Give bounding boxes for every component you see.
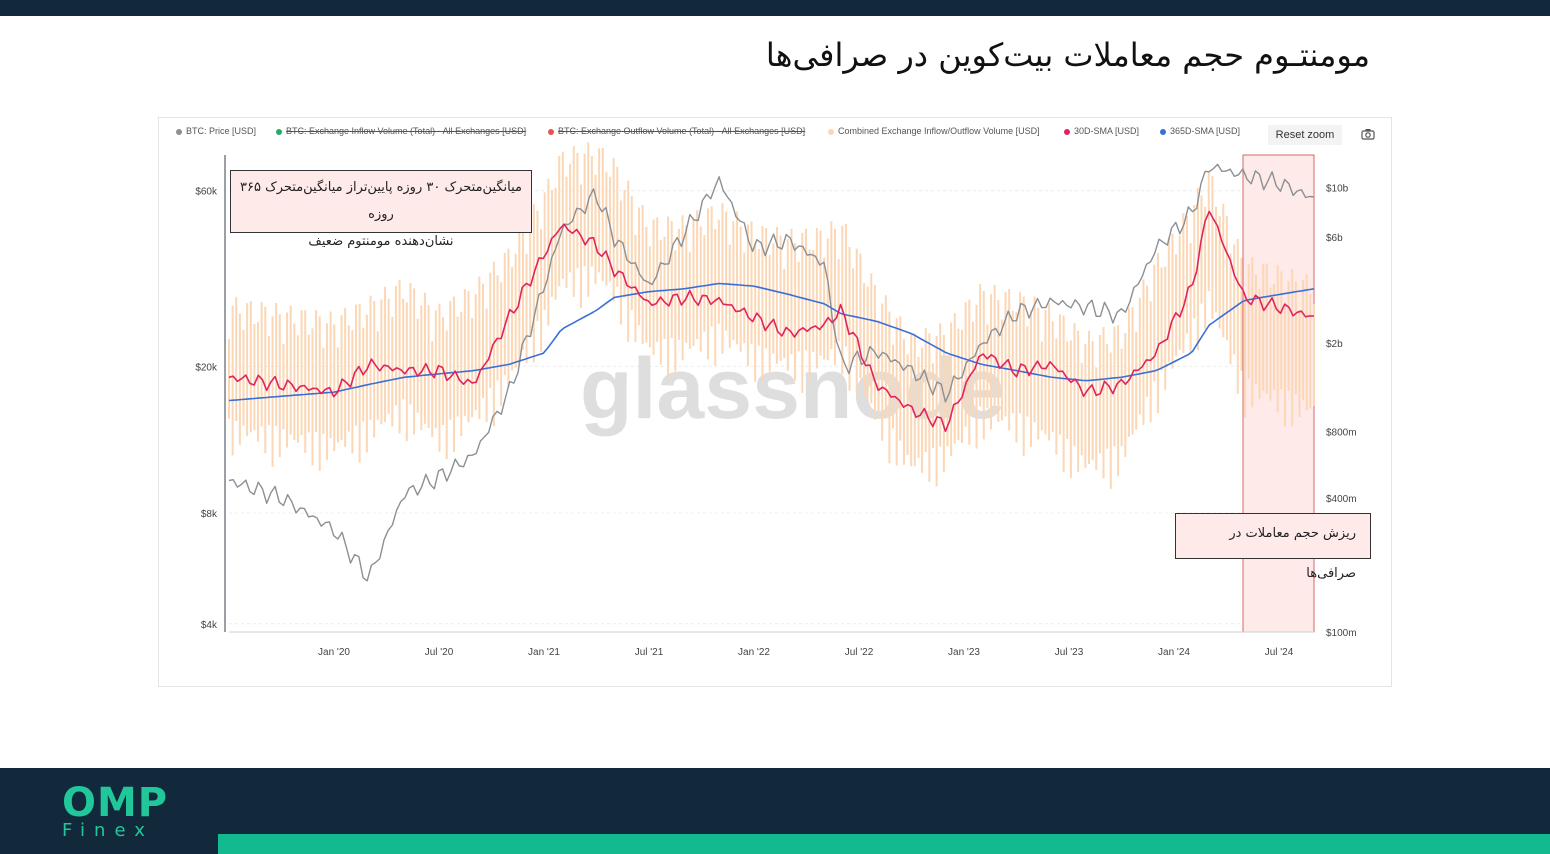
reset-zoom-button[interactable]: Reset zoom <box>1268 125 1342 145</box>
series-30d-sma <box>228 210 1315 433</box>
y-right-tick-label: $2b <box>1326 339 1343 350</box>
y-left-tick-label: $20k <box>195 362 218 373</box>
series-btc-price <box>228 163 1315 582</box>
legend-label: BTC: Exchange Outflow Volume (Total) - A… <box>558 126 806 136</box>
x-tick-label: Jul '24 <box>1265 647 1294 658</box>
y-left-tick-label: $8k <box>201 509 218 520</box>
legend-item-inflow[interactable]: BTC: Exchange Inflow Volume (Total) - Al… <box>276 126 526 136</box>
x-tick-label: Jul '22 <box>845 647 874 658</box>
page-title: مومنتـوم حجم معاملات بیت‌کوین در صرافی‌ه… <box>765 36 1370 74</box>
footer-stripe <box>218 834 1550 854</box>
annotation-weak-momentum: میانگین‌متحرک ۳۰ روزه پایین‌تراز میانگین… <box>230 170 532 249</box>
logo-finex: Finex <box>62 820 154 841</box>
annotation-line-1: میانگین‌متحرک ۳۰ روزه پایین‌تراز میانگین… <box>239 180 523 222</box>
legend-item-30d-sma[interactable]: 30D-SMA [USD] <box>1064 126 1139 136</box>
x-tick-label: Jan '24 <box>1158 647 1190 658</box>
watermark: glassnode <box>580 341 1005 437</box>
annotation-line-2: نشان‌دهنده مومنتوم ضعیف <box>308 234 454 249</box>
x-tick-label: Jul '20 <box>425 647 454 658</box>
series-365d-sma <box>228 282 1315 402</box>
legend-label: BTC: Exchange Inflow Volume (Total) - Al… <box>286 126 527 136</box>
legend-item-365d-sma[interactable]: 365D-SMA [USD] <box>1160 126 1240 136</box>
axes: $4k $8k $20k $60k $100m $400m $800m $2b $6b $10b J… <box>195 155 1357 658</box>
x-tick-label: Jul '21 <box>635 647 664 658</box>
legend-item-btc-price[interactable]: BTC: Price [USD] <box>176 126 256 136</box>
y-right-tick-label: $10b <box>1326 183 1349 194</box>
top-bar <box>0 0 1550 16</box>
y-left-tick-label: $60k <box>195 187 218 198</box>
y-right-tick-label: $400m <box>1326 494 1357 505</box>
legend-dot <box>1064 128 1070 135</box>
legend-item-combined-volume[interactable]: Combined Exchange Inflow/Outflow Volume … <box>828 126 1040 136</box>
legend-dot <box>176 128 182 135</box>
legend-label: 365D-SMA [USD] <box>1170 126 1241 136</box>
x-tick-label: Jan '21 <box>528 647 560 658</box>
logo-omp: OMP <box>62 780 169 826</box>
legend-item-outflow[interactable]: BTC: Exchange Outflow Volume (Total) - A… <box>548 126 805 136</box>
legend-label: BTC: Price [USD] <box>186 126 257 136</box>
camera-icon[interactable] <box>1361 128 1375 140</box>
series-layer <box>228 142 1315 582</box>
y-right-tick-label: $800m <box>1326 427 1357 438</box>
x-tick-label: Jul '23 <box>1055 647 1084 658</box>
x-tick-label: Jan '23 <box>948 647 980 658</box>
y-right-tick-label: $100m <box>1326 628 1357 639</box>
legend-label: Combined Exchange Inflow/Outflow Volume … <box>838 126 1040 136</box>
legend-label: 30D-SMA [USD] <box>1074 126 1140 136</box>
legend-dot <box>548 128 554 135</box>
legend-dot <box>276 128 282 135</box>
legend-dot <box>828 128 834 135</box>
annotation-volume-drop: ریزش حجم معاملات در صرافی‌ها <box>1175 513 1371 581</box>
x-tick-label: Jan '22 <box>738 647 770 658</box>
y-right-tick-label: $6b <box>1326 233 1343 244</box>
x-tick-label: Jan '20 <box>318 647 350 658</box>
legend-dot <box>1160 128 1166 135</box>
y-left-tick-label: $4k <box>201 620 218 631</box>
